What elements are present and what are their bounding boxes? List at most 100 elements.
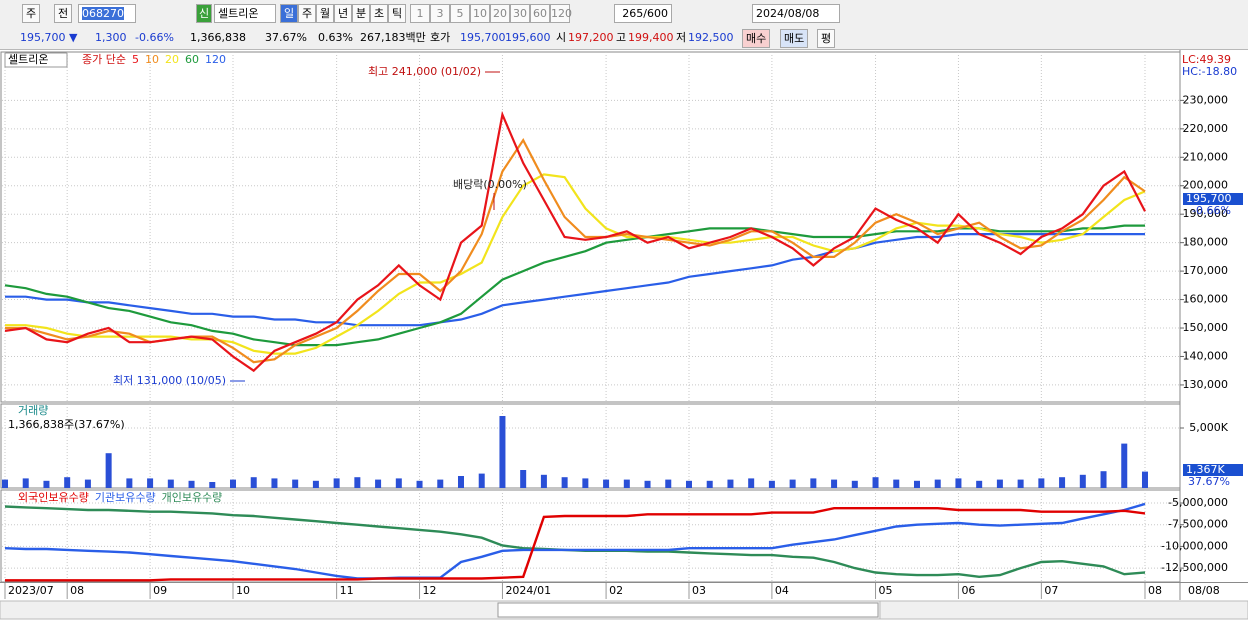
interval-button[interactable]: 년 <box>334 4 352 23</box>
x-tick-label: 12 <box>423 584 437 597</box>
legend-entry: 5 <box>132 53 139 66</box>
volume-bar <box>457 476 464 488</box>
volume-bar <box>831 479 838 488</box>
bid: 195,600 <box>505 31 551 44</box>
volume-bar <box>561 477 568 488</box>
interval-button[interactable]: 주 <box>298 4 316 23</box>
annotation: 최저 131,000 (10/05) <box>113 374 226 387</box>
sell-button[interactable]: 매도 <box>780 29 809 48</box>
interval-button[interactable]: 틱 <box>388 4 406 23</box>
y-tick-label: 180,000 <box>1183 236 1229 249</box>
count-box[interactable]: 265/600 <box>614 4 672 23</box>
multiplier-button[interactable]: 30 <box>510 4 530 23</box>
y-tick-label: 220,000 <box>1183 122 1229 135</box>
series-line <box>4 224 1145 347</box>
volume-bar <box>851 480 858 488</box>
series-line <box>5 138 1146 364</box>
toolbar: 주 전 068270 신 셀트리온 일 주 월 년 분 초 틱 1 3 5 10 20 30 60 120 … <box>0 0 1248 29</box>
legend-entry: 기관보유수량 <box>95 491 156 504</box>
volume-bar <box>1121 443 1128 488</box>
multiplier-button[interactable]: 10 <box>470 4 490 23</box>
multiplier-button[interactable]: 60 <box>530 4 550 23</box>
interval-button[interactable]: 초 <box>370 4 388 23</box>
open-label: 시 <box>556 31 567 44</box>
volume-ratio-text: 37.67% <box>1188 475 1230 488</box>
high-label: 고 <box>616 31 627 44</box>
x-tick-label: 10 <box>236 584 250 597</box>
volume-bar <box>1038 478 1045 488</box>
volume-bar <box>1100 471 1107 488</box>
volume-bar <box>540 474 547 488</box>
legend-entry: 20 <box>165 53 179 66</box>
quote-label: 호가 <box>430 31 451 44</box>
volume-bar <box>582 478 589 488</box>
volume-bar <box>996 479 1003 488</box>
corner-label: LC:49.39 <box>1182 53 1231 66</box>
volume-bar <box>437 479 444 488</box>
volume-bar <box>354 477 361 488</box>
x-tick-label: 08 <box>70 584 84 597</box>
volume-bar <box>665 479 672 488</box>
volume-bar <box>1059 477 1066 488</box>
stock-name[interactable]: 셀트리온 <box>214 4 276 23</box>
volume-bar <box>333 478 340 488</box>
volume-ratio: 37.67% <box>265 31 307 44</box>
volume-bar <box>893 479 900 488</box>
x-tick-label: 02 <box>609 584 623 597</box>
panel-title: 거래량 <box>18 404 48 417</box>
buy-button[interactable]: 매수 <box>742 29 771 48</box>
volume-bar <box>1017 479 1024 488</box>
volume-bar <box>84 479 91 488</box>
y-tick-label: 190,000 <box>1183 207 1229 220</box>
period-select[interactable]: 주 <box>22 4 41 23</box>
series-line <box>5 507 1146 582</box>
volume-bar <box>1079 474 1086 488</box>
legend-entry: 120 <box>205 53 226 66</box>
volume-bar <box>976 480 983 488</box>
multiplier-button[interactable]: 20 <box>490 4 510 23</box>
x-end-label: 08/08 <box>1188 584 1220 597</box>
volume-bar <box>416 480 423 488</box>
volume-bar <box>748 478 755 488</box>
volume-bar <box>271 478 278 488</box>
change-pct: -0.66% <box>135 31 174 44</box>
y-tick-label: -12,500,000 <box>1161 561 1228 574</box>
chart: 2023/07 08 09 10 11 12 2024/01 02 03 04 05 06 07 08 08… <box>0 50 1248 620</box>
open: 197,200 <box>568 31 614 44</box>
multiplier-button[interactable]: 120 <box>550 4 572 23</box>
count-max: /600 <box>643 7 668 20</box>
volume-tag <box>1183 464 1243 476</box>
ask: 195,700 <box>460 31 506 44</box>
interval-button[interactable]: 분 <box>352 4 370 23</box>
multiplier-button[interactable]: 3 <box>430 4 450 23</box>
series-line <box>5 173 1146 355</box>
x-tick-label: 03 <box>692 584 706 597</box>
count: 265 <box>622 7 644 20</box>
legend-entry: 개인보유수량 <box>162 491 223 504</box>
interval-button[interactable]: 일 <box>280 4 298 23</box>
interval-button[interactable]: 월 <box>316 4 334 23</box>
volume-tag-text: 1,367K <box>1186 463 1225 476</box>
info-bar: 195,700 ▼ 1,300 -0.66% 1,366,838 37.67% … <box>0 28 1248 50</box>
volume-bar <box>229 479 236 488</box>
x-tick-label: 06 <box>961 584 975 597</box>
volume-bar <box>167 479 174 488</box>
volume-bar <box>395 478 402 488</box>
volume-bar <box>520 470 527 488</box>
volume-bar <box>623 479 630 488</box>
badge: 신 <box>196 4 213 23</box>
nav-bar <box>879 600 1248 620</box>
avg-button[interactable]: 평 <box>817 29 836 48</box>
volume-bar <box>644 480 651 488</box>
code-input[interactable]: 068270 <box>78 4 136 23</box>
multiplier-button[interactable]: 1 <box>410 4 430 23</box>
volume-bar <box>64 477 71 488</box>
date-input[interactable]: 2024/08/08 <box>752 4 840 23</box>
y-tick-label: 170,000 <box>1183 264 1229 277</box>
volume-bar <box>727 479 734 488</box>
y-tick-label: 230,000 <box>1183 93 1229 106</box>
multiplier-button[interactable]: 5 <box>450 4 470 23</box>
volume-bar <box>810 478 817 488</box>
mode-select[interactable]: 전 <box>54 4 73 23</box>
